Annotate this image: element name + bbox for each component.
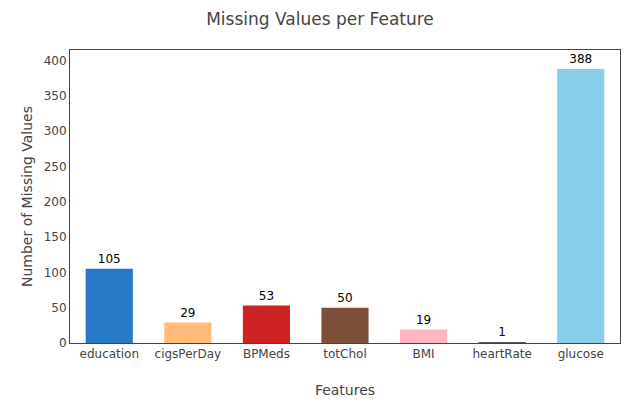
- svg-text:education: education: [80, 347, 140, 361]
- svg-text:350: 350: [44, 89, 67, 103]
- svg-text:Features: Features: [315, 382, 375, 398]
- svg-text:19: 19: [416, 313, 431, 327]
- svg-text:glucose: glucose: [558, 347, 604, 361]
- svg-text:400: 400: [44, 54, 67, 68]
- svg-text:cigsPerDay: cigsPerDay: [155, 347, 222, 361]
- svg-text:Number of Missing Values: Number of Missing Values: [19, 106, 35, 287]
- svg-text:29: 29: [180, 306, 195, 320]
- svg-text:1: 1: [498, 325, 506, 339]
- svg-text:0: 0: [59, 336, 67, 350]
- svg-text:105: 105: [98, 252, 121, 266]
- svg-text:200: 200: [44, 195, 67, 209]
- svg-text:100: 100: [44, 266, 67, 280]
- svg-text:50: 50: [51, 301, 66, 315]
- svg-text:388: 388: [569, 52, 592, 66]
- svg-text:BMI: BMI: [413, 347, 435, 361]
- svg-text:BPMeds: BPMeds: [243, 347, 290, 361]
- svg-text:Missing Values per Feature: Missing Values per Feature: [206, 9, 434, 29]
- svg-text:heartRate: heartRate: [472, 347, 532, 361]
- svg-text:53: 53: [259, 289, 274, 303]
- svg-text:150: 150: [44, 230, 67, 244]
- svg-text:50: 50: [337, 291, 352, 305]
- svg-text:300: 300: [44, 124, 67, 138]
- svg-text:250: 250: [44, 160, 67, 174]
- svg-text:totChol: totChol: [323, 347, 366, 361]
